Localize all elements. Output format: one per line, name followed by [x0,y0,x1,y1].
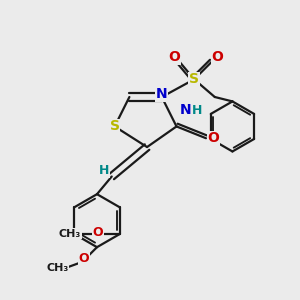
Text: O: O [93,226,103,239]
Text: O: O [207,131,219,145]
Text: H: H [192,104,202,117]
Text: O: O [211,50,223,64]
Text: S: S [110,119,120,134]
Text: CH₃: CH₃ [46,263,68,273]
Text: S: S [189,72,199,86]
Text: N: N [156,87,168,101]
Text: N: N [179,103,191,117]
Text: O: O [78,252,89,266]
Text: O: O [168,50,180,64]
Text: CH₃: CH₃ [59,229,81,239]
Text: H: H [99,164,110,177]
